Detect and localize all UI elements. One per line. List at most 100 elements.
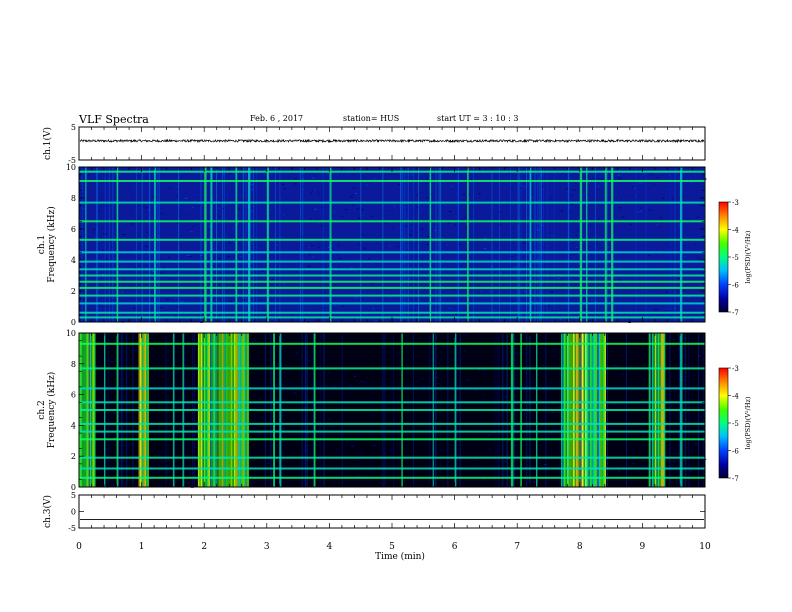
spectrogram-ch2-speckle: [460, 358, 464, 360]
spectrogram-ch2-speckle: [319, 369, 323, 371]
spectrogram-ch2-speckle: [524, 389, 526, 391]
spectrogram-ch2-speckle: [317, 361, 320, 363]
spectrogram-ch1-speckle: [618, 247, 621, 249]
spectrogram-ch1-faint-column: [520, 167, 522, 322]
spectrogram-ch1-speckle: [238, 208, 241, 210]
spectrogram-ch2-speckle: [641, 466, 645, 468]
spectrogram-ch1-speckle: [317, 244, 319, 246]
spectrogram-ch2-speckle: [619, 439, 622, 441]
spectrogram-ch2-speckle: [310, 453, 312, 455]
spectrogram-ch2-speckle: [354, 465, 356, 467]
spectrogram-ch1-speckle: [461, 219, 464, 221]
spectrogram-ch1-speckle: [553, 313, 557, 315]
spectrogram-ch2-speckle: [672, 453, 674, 455]
spectrogram-ch2-speckle: [293, 392, 297, 394]
x-tick-label: 6: [452, 542, 458, 552]
spectrogram-ch2-speckle: [178, 358, 179, 360]
colorbar-tick-label: -4: [732, 227, 739, 235]
spectrogram-ch1-speckle: [513, 272, 517, 274]
spectrogram-ch1-speckle: [263, 293, 265, 295]
y-tick-label: 0: [71, 508, 76, 517]
spectrogram-ch1-speckle: [208, 199, 211, 201]
spectrogram-ch1-faint-column: [155, 167, 157, 322]
spectrogram-ch1-speckle: [703, 304, 705, 306]
spectrogram-ch1-speckle: [541, 224, 544, 226]
spectrogram-ch1-speckle: [340, 170, 342, 171]
spectrogram-ch1-speckle: [659, 217, 662, 219]
spectrogram-ch1-speckle: [166, 298, 169, 300]
spectrogram-ch1-speckle: [406, 207, 408, 209]
spectrogram-ch1-band: [79, 251, 705, 254]
spectrogram-ch1-speckle: [376, 309, 378, 311]
spectrogram-ch2-speckle: [336, 449, 339, 451]
spectrogram-ch2-speckle: [509, 471, 512, 473]
spectrogram-ch1-faint-column: [438, 167, 440, 322]
spectrogram-ch2-speckle: [638, 471, 641, 473]
spectrogram-ch1-speckle: [224, 242, 226, 244]
spectrogram-ch1-speckle: [530, 301, 533, 302]
spectrogram-ch2-speckle: [114, 413, 117, 414]
spectrogram-ch2-speckle: [271, 377, 274, 379]
spectrogram-ch1-speckle: [396, 199, 399, 201]
spectrogram-ch2-speckle: [474, 437, 477, 439]
spectrogram-ch1-speckle: [281, 183, 285, 185]
spectrogram-ch1-speckle: [295, 271, 298, 273]
spectrogram-ch1-speckle: [446, 253, 448, 255]
spectrogram-ch2-speckle: [129, 472, 130, 474]
spectrogram-ch1-speckle: [573, 254, 575, 256]
spectrogram-ch2-speckle: [169, 352, 171, 354]
spectrogram-ch2-speckle: [647, 369, 650, 371]
waveform-ch3-ylabel: ch.3(V): [42, 495, 53, 528]
spectrogram-ch1-speckle: [264, 214, 267, 215]
spectrogram-ch1-speckle: [591, 181, 594, 183]
spectrogram-ch2-speckle: [682, 379, 685, 381]
spectrogram-ch2-speckle: [154, 391, 158, 393]
spectrogram-ch1-speckle: [310, 218, 312, 220]
spectrogram-ch1-speckle: [375, 178, 377, 180]
spectrogram-ch1-speckle: [242, 299, 245, 301]
spectrogram-ch2-speckle: [316, 381, 320, 383]
spectrogram-ch2-speckle: [308, 448, 312, 450]
spectrogram-ch2-speckle: [543, 415, 547, 417]
spectrogram-ch1-speckle: [575, 253, 577, 254]
spectrogram-ch2-speckle: [101, 333, 103, 335]
spectrogram-ch1-speckle: [525, 269, 527, 271]
spectrogram-ch1-speckle: [596, 243, 598, 245]
spectrogram-ch1-speckle: [369, 301, 373, 303]
spectrogram-ch1-speckle: [298, 319, 301, 321]
spectrogram-ch2-speckle: [621, 373, 624, 375]
spectrogram-ch1-speckle: [251, 184, 254, 185]
spectrogram-ch1-speckle: [342, 305, 344, 307]
spectrogram-ch1-speckle: [300, 236, 304, 238]
spectrogram-ch2-speckle: [530, 379, 534, 381]
spectrogram-ch1-speckle: [224, 195, 226, 197]
spectrogram-ch2-speckle: [466, 379, 469, 381]
spectrogram-ch1-speckle: [174, 315, 177, 317]
spectrogram-ch1-speckle: [641, 290, 644, 292]
spectrogram-ch1-speckle: [175, 196, 179, 197]
x-tick-label: 7: [514, 542, 520, 552]
spectrogram-ch1-speckle: [350, 196, 353, 198]
y-tick-label: 10: [66, 163, 76, 172]
spectrogram-ch1-speckle: [533, 297, 536, 299]
spectrogram-ch2-speckle: [325, 385, 328, 386]
waveform-ch1-ylabel-line: ch.1(V): [42, 127, 53, 160]
spectrogram-ch1-speckle: [661, 197, 665, 199]
spectrogram-ch1-ylabel: ch.1Frequency (kHz): [37, 206, 57, 283]
spectrogram-ch1-speckle: [691, 259, 693, 261]
spectrogram-ch2-speckle: [310, 382, 313, 384]
spectrogram-ch1-speckle: [145, 187, 147, 189]
spectrogram-ch2-band: [79, 438, 705, 441]
spectrogram-ch1-speckle: [622, 279, 626, 281]
spectrogram-ch2-speckle: [557, 466, 559, 468]
spectrogram-ch2-speckle: [357, 460, 360, 461]
spectrogram-ch1-faint-column: [112, 167, 114, 322]
spectrogram-ch2-speckle: [672, 461, 675, 462]
spectrogram-ch1-speckle: [367, 169, 370, 171]
spectrogram-ch1-speckle: [280, 222, 282, 224]
spectrogram-ch2-speckle: [379, 405, 382, 407]
spectrogram-ch1-speckle: [499, 300, 501, 302]
spectrogram-ch2-speckle: [271, 472, 274, 474]
spectrogram-ch1-faint-column: [567, 167, 569, 322]
spectrogram-ch2-speckle: [343, 334, 345, 336]
